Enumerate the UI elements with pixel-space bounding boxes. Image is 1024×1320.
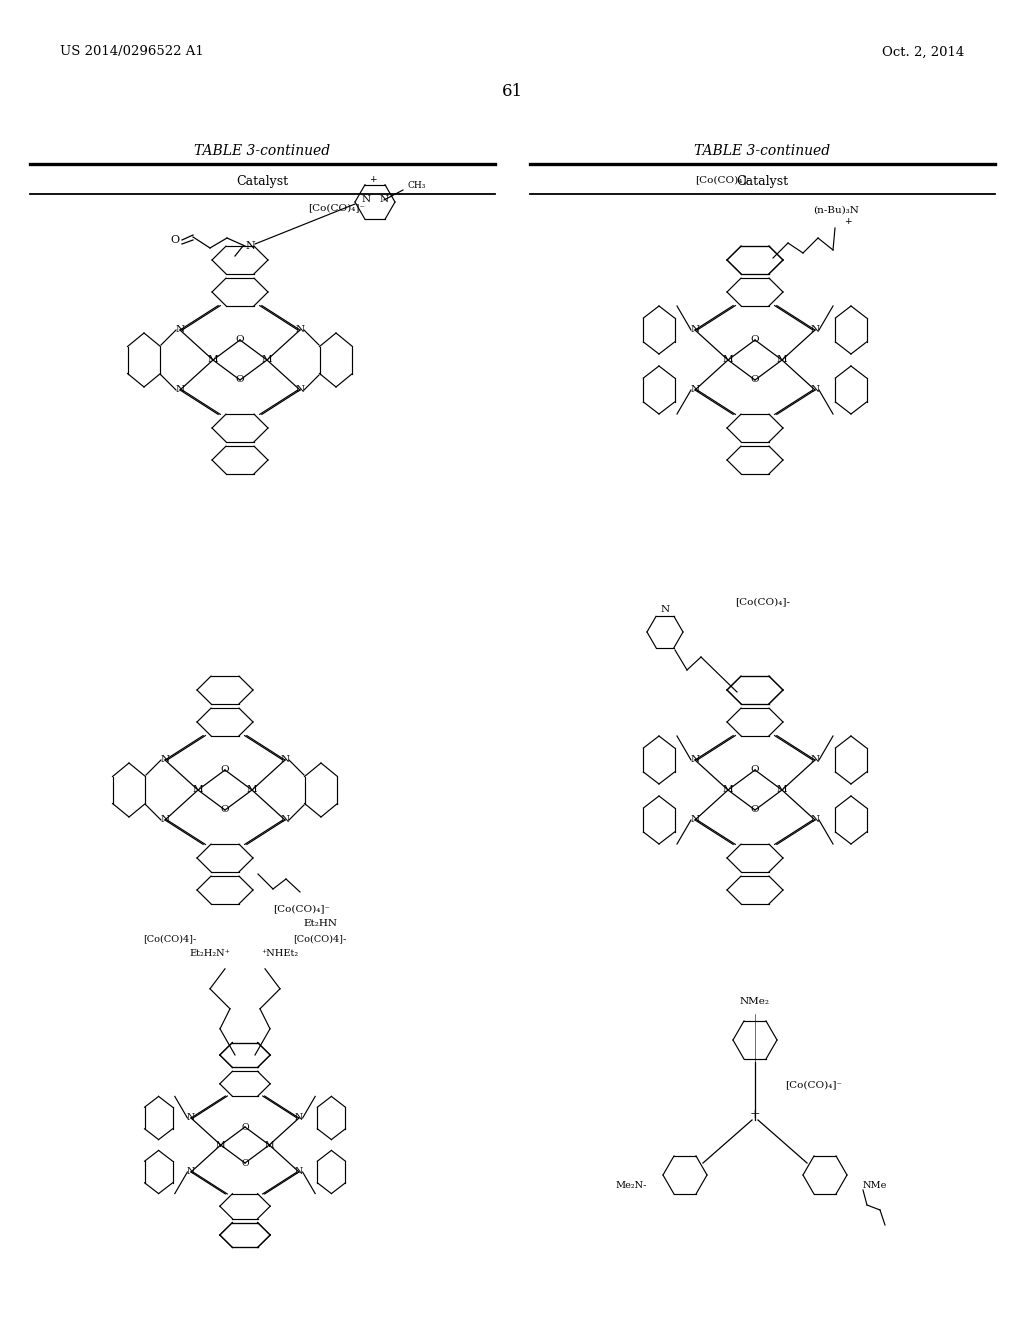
Text: Oct. 2, 2014: Oct. 2, 2014 — [882, 45, 964, 58]
Text: N: N — [690, 385, 699, 395]
Text: M: M — [262, 355, 272, 364]
Text: N: N — [380, 195, 388, 205]
Text: O: O — [221, 766, 229, 775]
Text: Et₂HN: Et₂HN — [303, 920, 337, 928]
Text: N: N — [660, 606, 670, 615]
Text: +: + — [370, 176, 377, 185]
Text: N: N — [161, 816, 170, 825]
Text: M: M — [723, 355, 733, 364]
Text: N: N — [281, 816, 290, 825]
Text: US 2014/0296522 A1: US 2014/0296522 A1 — [60, 45, 204, 58]
Text: [Co(CO)₄]⁻: [Co(CO)₄]⁻ — [308, 203, 365, 213]
Text: M: M — [247, 785, 257, 795]
Text: N: N — [690, 755, 699, 764]
Text: ⁺NHEt₂: ⁺NHEt₂ — [261, 949, 299, 958]
Text: N: N — [295, 1114, 303, 1122]
Text: N: N — [161, 755, 170, 764]
Text: [Co(CO)₄]-: [Co(CO)₄]- — [735, 598, 790, 606]
Text: M: M — [776, 355, 787, 364]
Text: +: + — [750, 1107, 760, 1121]
Text: NMe₂: NMe₂ — [740, 998, 770, 1006]
Text: M: M — [193, 785, 204, 795]
Text: Catalyst: Catalyst — [237, 174, 289, 187]
Text: [Co(CO)4]-: [Co(CO)4]- — [143, 935, 197, 944]
Text: N: N — [186, 1167, 196, 1176]
Text: O: O — [751, 375, 760, 384]
Text: Catalyst: Catalyst — [736, 174, 788, 187]
Text: N: N — [690, 816, 699, 825]
Text: O: O — [242, 1159, 249, 1167]
Text: TABLE 3-continued: TABLE 3-continued — [694, 144, 830, 158]
Text: O: O — [751, 335, 760, 345]
Text: N: N — [245, 242, 255, 251]
Text: TABLE 3-continued: TABLE 3-continued — [195, 144, 331, 158]
Text: N: N — [296, 326, 304, 334]
Text: O: O — [751, 805, 760, 814]
Text: O: O — [170, 235, 179, 246]
Text: N: N — [281, 755, 290, 764]
Text: [Co(CO)₄]-: [Co(CO)₄]- — [695, 176, 750, 185]
Text: M: M — [776, 785, 787, 795]
Text: N: N — [186, 1114, 196, 1122]
Text: +: + — [844, 218, 852, 227]
Text: [Co(CO)4]-: [Co(CO)4]- — [293, 935, 347, 944]
Text: O: O — [236, 375, 245, 384]
Text: N: N — [810, 755, 819, 764]
Text: Et₂H₂N⁺: Et₂H₂N⁺ — [189, 949, 230, 958]
Text: M: M — [723, 785, 733, 795]
Text: N: N — [810, 816, 819, 825]
Text: M: M — [264, 1140, 274, 1150]
Text: 61: 61 — [502, 83, 522, 100]
Text: N: N — [810, 326, 819, 334]
Text: [Co(CO)₄]⁻: [Co(CO)₄]⁻ — [785, 1081, 842, 1089]
Text: O: O — [751, 766, 760, 775]
Text: Me₂N-: Me₂N- — [615, 1180, 647, 1189]
Text: O: O — [236, 335, 245, 345]
Text: N: N — [690, 326, 699, 334]
Text: M: M — [208, 355, 218, 364]
Text: NMe: NMe — [863, 1180, 888, 1189]
Text: N: N — [296, 385, 304, 395]
Text: O: O — [242, 1122, 249, 1131]
Text: N: N — [810, 385, 819, 395]
Text: N: N — [175, 385, 184, 395]
Text: [Co(CO)₄]⁻: [Co(CO)₄]⁻ — [273, 904, 330, 913]
Text: N: N — [295, 1167, 303, 1176]
Text: N: N — [175, 326, 184, 334]
Text: (n-Bu)₃N: (n-Bu)₃N — [813, 206, 859, 214]
Text: M: M — [216, 1140, 225, 1150]
Text: CH₃: CH₃ — [407, 181, 425, 190]
Text: O: O — [221, 805, 229, 814]
Text: N: N — [361, 195, 371, 205]
